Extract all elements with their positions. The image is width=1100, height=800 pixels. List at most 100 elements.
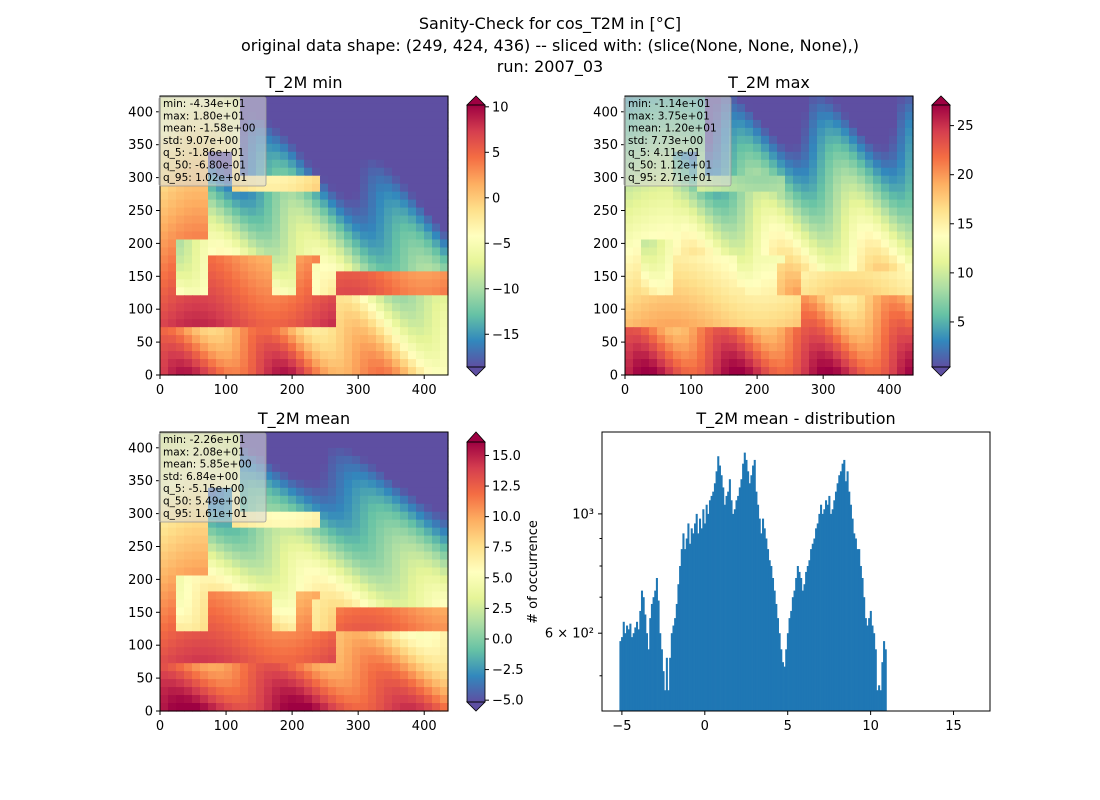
heatmap-cell — [248, 303, 257, 312]
heatmap-cell — [344, 432, 353, 441]
panel-title: T_2M mean — [257, 409, 350, 429]
heatmap-cell — [360, 503, 369, 513]
heatmap-cell — [328, 303, 337, 312]
heatmap-cell — [833, 167, 842, 177]
heatmap-cell — [360, 263, 369, 272]
heatmap-cell — [376, 703, 385, 712]
histogram-bar — [879, 690, 882, 711]
heatmap-cell — [160, 279, 169, 288]
heatmap-cell — [641, 287, 650, 296]
heatmap-cell — [873, 207, 882, 217]
heatmap-cell — [368, 263, 377, 272]
heatmap-cell — [408, 567, 417, 577]
heatmap-cell — [737, 191, 746, 201]
heatmap-cell — [713, 327, 722, 336]
histogram-bar — [755, 491, 758, 711]
x-tick-label: 10 — [862, 719, 879, 734]
heatmap-cell — [729, 223, 738, 233]
heatmap-cell — [817, 287, 826, 296]
histogram-bar — [783, 666, 786, 711]
heatmap-cell — [849, 319, 858, 328]
heatmap-cell — [440, 432, 449, 441]
heatmap-cell — [817, 159, 826, 169]
heatmap-cell — [272, 239, 281, 249]
heatmap-cell — [328, 103, 337, 113]
heatmap-cell — [857, 247, 866, 257]
heatmap-cell — [304, 631, 313, 640]
heatmap-cell — [841, 207, 850, 217]
heatmap-cell — [865, 239, 874, 249]
heatmap-cell — [873, 367, 882, 376]
heatmap-cell — [897, 111, 906, 121]
heatmap-cell — [424, 319, 433, 328]
heatmap-cell — [881, 199, 890, 209]
heatmap-cell — [240, 679, 249, 688]
heatmap-cell — [208, 239, 217, 249]
heatmap-cell — [400, 503, 409, 513]
heatmap-cell — [216, 631, 225, 640]
heatmap-cell — [240, 351, 249, 360]
heatmap-cell — [424, 239, 433, 249]
heatmap-cell — [272, 439, 281, 449]
histogram-bar — [770, 566, 773, 711]
heatmap-cell — [376, 279, 385, 288]
stats-line: q_5: 4.11e-01 — [628, 147, 700, 159]
heatmap-cell — [408, 96, 417, 105]
heatmap-cell — [160, 263, 169, 272]
heatmap-cell — [777, 183, 786, 193]
plot-frame — [159, 95, 449, 376]
heatmap-cell — [416, 199, 425, 209]
heatmap-cell — [336, 103, 345, 113]
heatmap-cell — [248, 367, 257, 376]
heatmap-cell — [881, 271, 890, 280]
heatmap-cell — [344, 487, 353, 497]
heatmap-cell — [424, 135, 433, 145]
heatmap-cell — [408, 191, 417, 201]
suptitle-line-2: original data shape: (249, 424, 436) -- … — [241, 36, 859, 55]
heatmap-cell — [216, 527, 225, 537]
histogram-bar — [715, 471, 718, 711]
heatmap-cell — [400, 175, 409, 185]
x-tick-label: 400 — [877, 383, 902, 398]
stats-box-background — [158, 432, 267, 523]
heatmap-cell — [264, 295, 273, 304]
heatmap-cell — [272, 527, 281, 537]
heatmap-cell — [400, 287, 409, 296]
heatmap-cell — [432, 695, 441, 704]
heatmap-cell — [849, 191, 858, 201]
heatmap-cell — [336, 479, 345, 489]
heatmap-cell — [392, 111, 401, 121]
heatmap-cell — [176, 271, 185, 280]
heatmap-cell — [208, 599, 217, 608]
heatmap-cell — [232, 335, 241, 344]
heatmap-cell — [184, 671, 193, 680]
heatmap-cell — [216, 607, 225, 616]
heatmap-cell — [288, 359, 297, 368]
histogram-bar — [695, 513, 698, 711]
heatmap-cell — [360, 511, 369, 521]
histogram-bar — [793, 590, 796, 711]
heatmap-cell — [200, 671, 209, 680]
heatmap-cell — [400, 231, 409, 241]
heatmap-cell — [737, 327, 746, 336]
heatmap-cell — [320, 279, 329, 288]
heatmap-cell — [809, 367, 818, 376]
heatmap-cell — [384, 159, 393, 169]
histogram-bar — [664, 690, 667, 711]
heatmap-cell — [897, 255, 906, 264]
heatmap-cell — [400, 607, 409, 616]
heatmap-cell — [769, 103, 778, 113]
heatmap-cell — [312, 432, 321, 441]
heatmap-cell — [761, 231, 770, 241]
heatmap-cell — [625, 351, 634, 360]
histogram-bar — [834, 491, 838, 711]
heatmap-cell — [889, 111, 898, 121]
heatmap-cell — [168, 311, 177, 320]
heatmap-cell — [865, 319, 874, 328]
heatmap-cell — [208, 519, 217, 529]
heatmap-cell — [384, 207, 393, 217]
heatmap-cell — [320, 96, 329, 105]
heatmap-cell — [873, 239, 882, 249]
heatmap-cell — [376, 231, 385, 241]
